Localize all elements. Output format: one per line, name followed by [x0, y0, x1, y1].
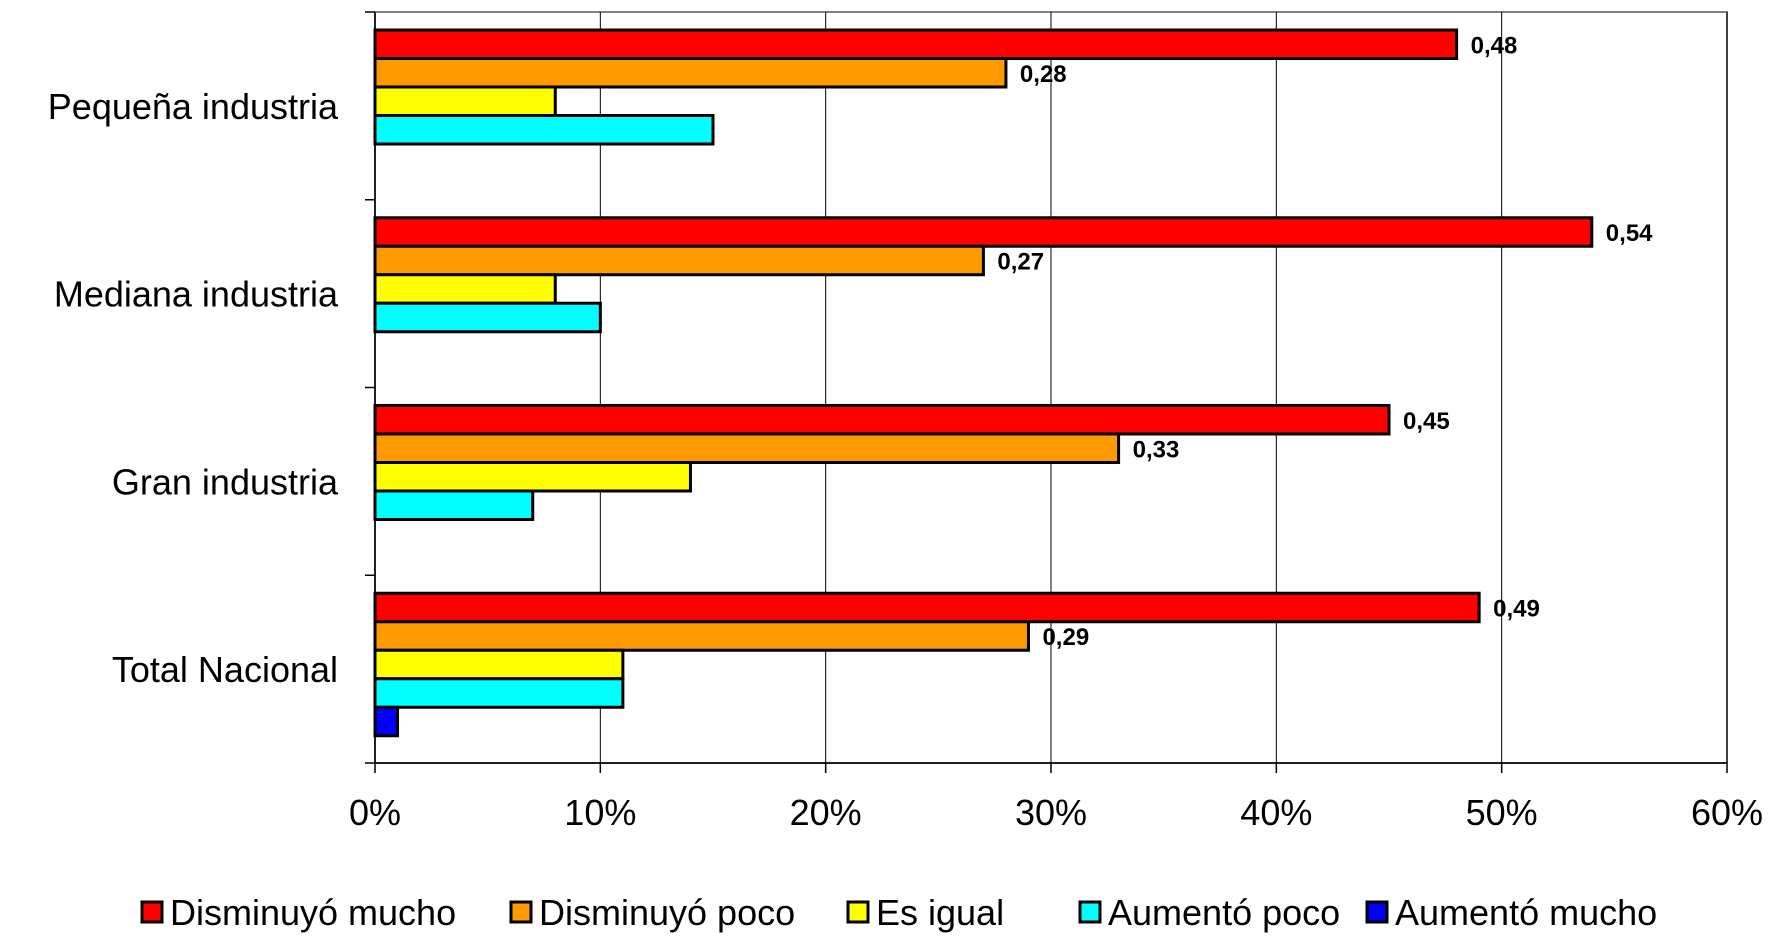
- legend-label: Aumentó poco: [1108, 892, 1340, 933]
- bar-es-igual: [373, 273, 557, 305]
- legend-swatch: [846, 900, 870, 924]
- data-label: 0,27: [997, 249, 1044, 276]
- bar-disminuyó-poco: [373, 244, 985, 277]
- bar-es-igual: [373, 461, 692, 493]
- data-label: 0,28: [1020, 61, 1067, 88]
- bar-disminuyó-poco: [373, 432, 1121, 464]
- data-labels: 0,49 0,29 0,45 0,33 0,54 0,27 0,48 0,28: [997, 32, 1653, 651]
- legend: Disminuyó mucho Disminuyó poco Es igual Aum…: [140, 892, 1657, 933]
- bar-disminuyó-mucho: [373, 216, 1594, 248]
- data-label: 0,48: [1471, 32, 1518, 59]
- legend-label: Disminuyó poco: [539, 892, 795, 933]
- x-tick-label: 0%: [349, 792, 401, 833]
- legend-label: Disminuyó mucho: [170, 892, 456, 933]
- bar-aumentó-poco: [373, 489, 535, 521]
- x-tick-label: 40%: [1240, 792, 1312, 833]
- legend-label: Aumentó mucho: [1395, 892, 1657, 933]
- x-tick-label: 60%: [1691, 792, 1763, 833]
- category-label: Total Nacional: [112, 649, 338, 690]
- bar-disminuyó-poco: [373, 57, 1008, 89]
- bar-aumentó-poco: [373, 677, 625, 709]
- bar-disminuyó-mucho: [373, 28, 1459, 60]
- bar-aumentó-poco: [373, 301, 602, 334]
- legend-swatch: [509, 900, 533, 924]
- x-tick-label: 30%: [1015, 792, 1087, 833]
- data-label: 0,29: [1042, 624, 1089, 651]
- bar-disminuyó-mucho: [373, 404, 1391, 436]
- category-label: Pequeña industria: [48, 86, 339, 127]
- data-label: 0,33: [1133, 436, 1180, 463]
- data-label: 0,49: [1493, 596, 1540, 623]
- bar-es-igual: [373, 648, 625, 681]
- category-label: Gran industria: [112, 461, 339, 502]
- legend-swatch: [140, 900, 164, 924]
- bar-aumentó-mucho: [373, 705, 400, 738]
- bar-es-igual: [373, 85, 557, 117]
- bar-aumentó-poco: [373, 114, 715, 146]
- axes: 0% 10% 20% 30% 40% 50% 60% Total Nacional Gran i…: [48, 11, 1763, 833]
- bars: [373, 28, 1594, 738]
- x-tick-label: 50%: [1466, 792, 1538, 833]
- x-tick-label: 10%: [564, 792, 636, 833]
- legend-swatch: [1078, 900, 1102, 924]
- data-label: 0,45: [1403, 408, 1450, 435]
- data-label: 0,54: [1606, 220, 1653, 247]
- legend-swatch: [1365, 900, 1389, 924]
- category-label: Mediana industria: [54, 274, 339, 315]
- x-tick-label: 20%: [790, 792, 862, 833]
- bar-disminuyó-poco: [373, 620, 1030, 652]
- bar-disminuyó-mucho: [373, 591, 1481, 624]
- legend-label: Es igual: [876, 892, 1004, 933]
